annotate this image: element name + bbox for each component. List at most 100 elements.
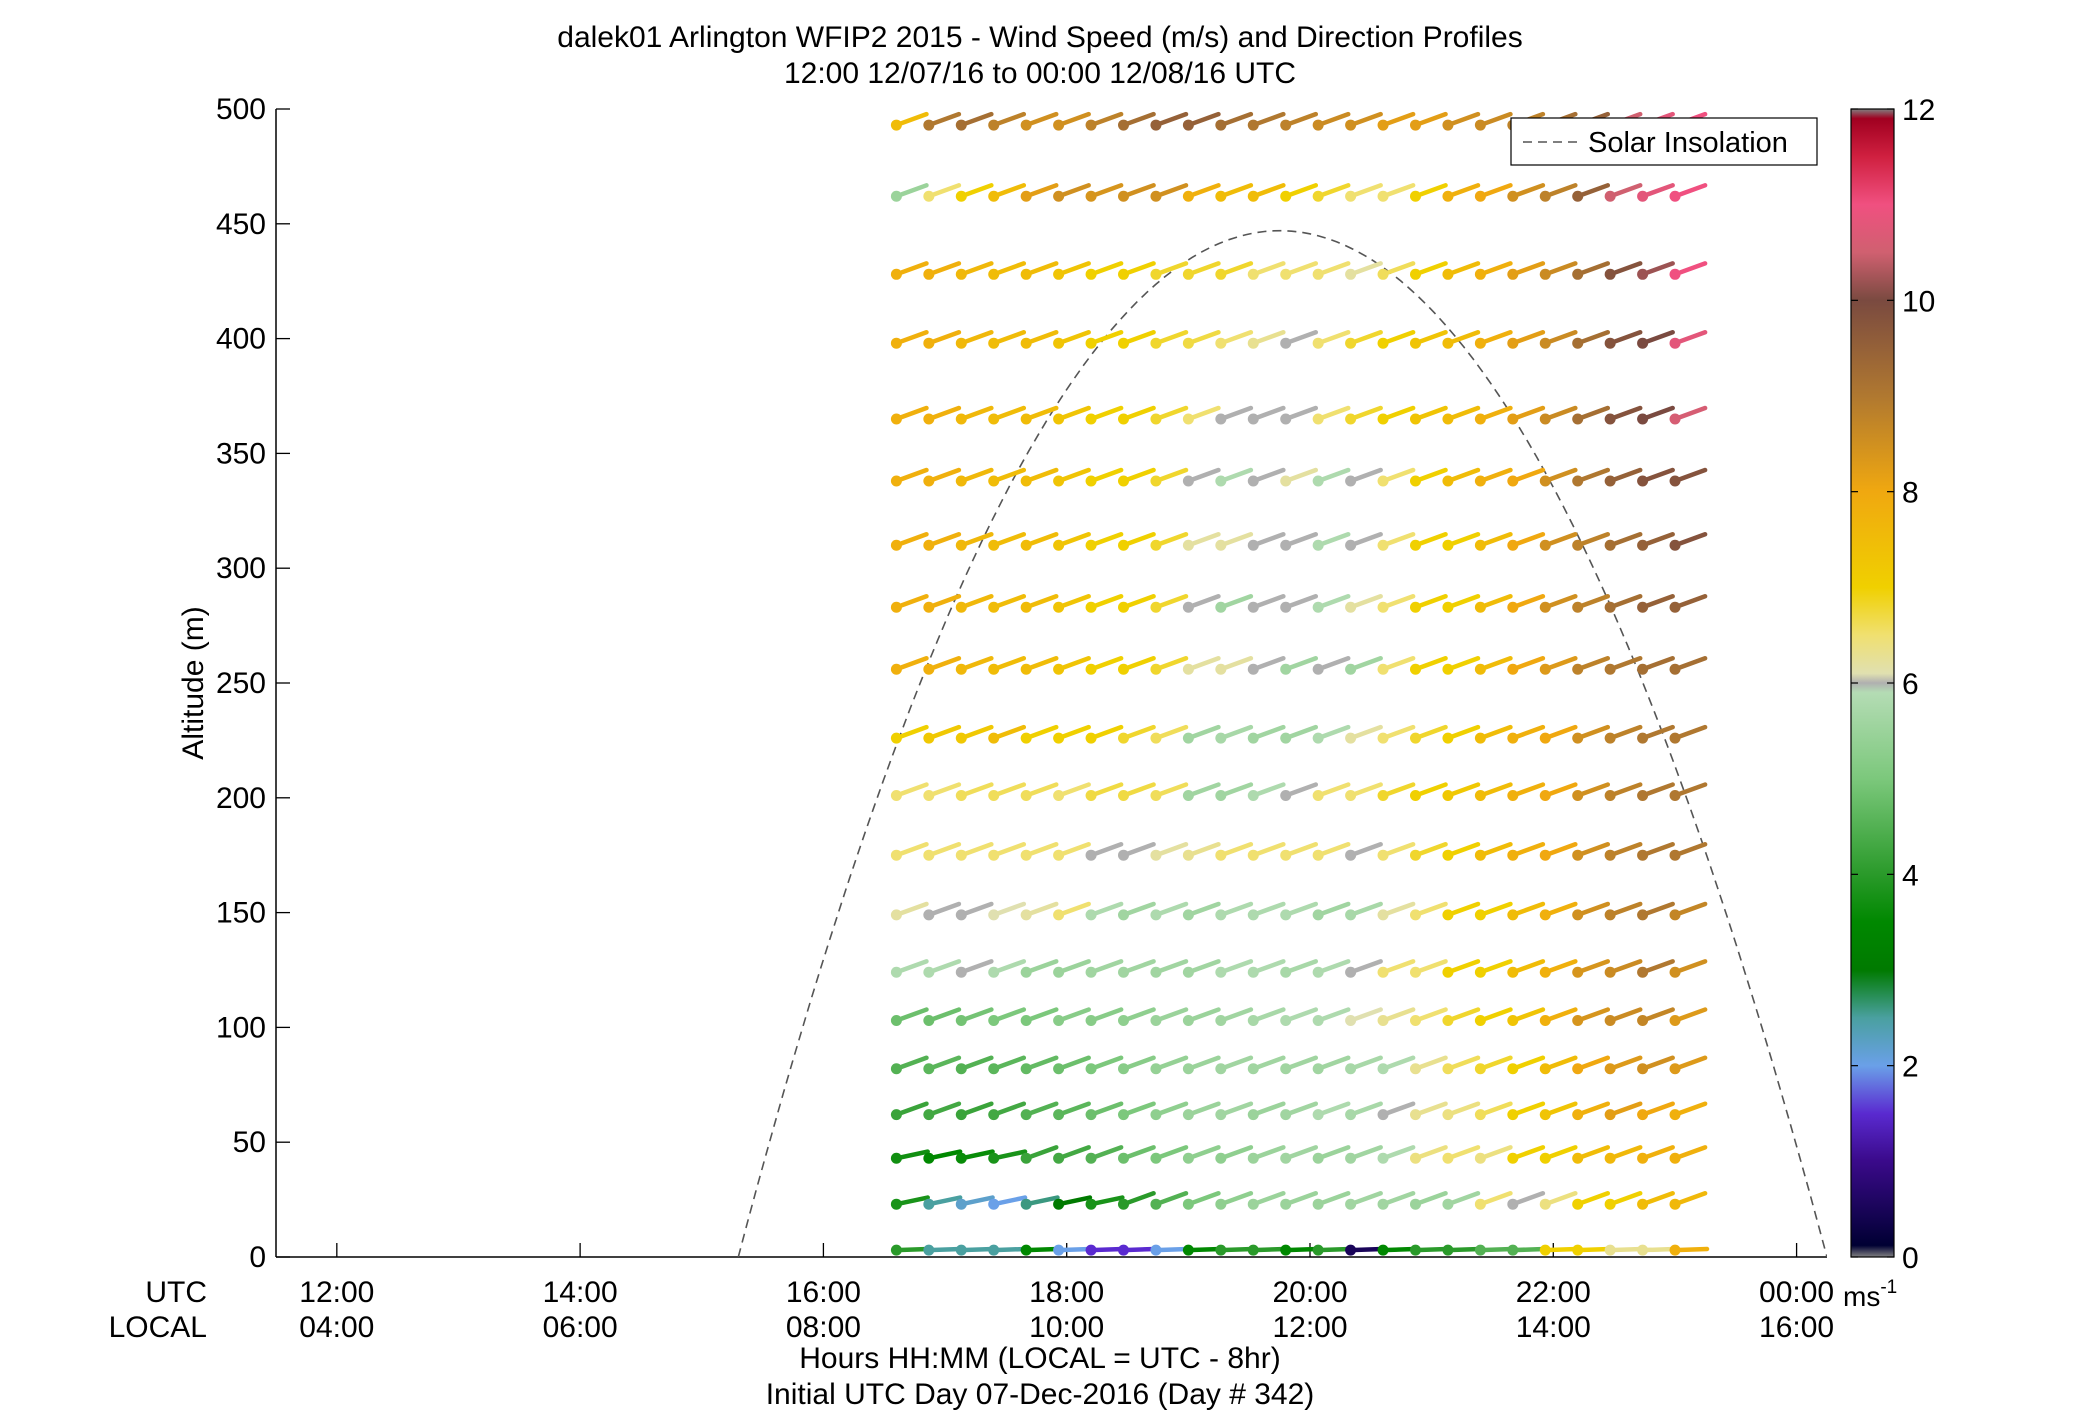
barb-point [1085,966,1097,978]
wind-barb [1280,1190,1319,1210]
barb-point [1409,1109,1421,1121]
y-tick-label: 500 [216,93,266,126]
barb-point [1507,337,1519,349]
barb-point [1053,1152,1065,1164]
wind-barb [1572,842,1611,861]
barb-point [1637,268,1649,280]
y-tick-label: 300 [216,552,266,585]
wind-barb [1118,1101,1156,1121]
wind-barb [1150,656,1189,675]
wind-barb [1669,594,1708,613]
barb-point [890,732,902,744]
barb-point [1150,268,1162,280]
barb-point [1442,1109,1454,1121]
y-axis: 0 50 100 150 200 250 300 350 400 450 500 [216,93,290,1274]
barb-point [1312,1198,1324,1210]
wind-barb [1409,901,1448,921]
wind-barb [923,724,962,744]
barb-point [1604,732,1616,744]
barb-point [1085,268,1097,280]
barb-point [890,1015,902,1027]
barb-point [955,1244,967,1256]
wind-barb [1247,1007,1286,1027]
plot-area [275,109,1827,1258]
wind-barb [1474,594,1513,613]
colorbar-fill [1850,108,1895,1258]
wind-barb [923,656,962,675]
wind-barb [1669,1101,1708,1121]
wind-barb [1539,724,1578,744]
barb-point [1053,1198,1065,1210]
wind-barb [1572,1101,1611,1121]
wind-barb [1604,901,1643,921]
wind-barb [1507,532,1546,551]
barb-point [955,849,967,861]
wind-barb [1020,405,1059,425]
barb-point [1118,413,1130,425]
barb-point [1215,475,1227,487]
barb-point [955,909,967,921]
barb-point [1085,190,1097,202]
barb-point [1604,1198,1616,1210]
barb-point [923,268,935,280]
wind-barb [1345,782,1383,802]
wind-barb [890,467,929,487]
barb-point [1604,1063,1616,1075]
wind-barb [1345,183,1383,202]
barb-point [1572,337,1584,349]
wind-barb [1150,467,1189,487]
barb-point [1474,966,1486,978]
x-tick-label-utc: 20:00 [1272,1276,1347,1309]
barb-point [1182,337,1194,349]
barb-point [1507,790,1519,802]
barb-point [1409,190,1421,202]
barb-point [1442,475,1454,487]
barb-point [955,732,967,744]
barb-point [1312,539,1324,551]
barb-point [1020,663,1032,675]
wind-barb [1572,467,1611,487]
barb-point [1150,119,1162,131]
barb-point [1539,849,1551,861]
wind-barb [1312,405,1351,425]
barb-point [1182,1109,1194,1121]
barb-point [1118,1244,1130,1256]
barb-point [1539,1015,1551,1027]
wind-barb [1247,405,1286,425]
colorbar-tick-label: 6 [1902,668,1919,701]
barb-point [1280,909,1292,921]
barb-point [1247,663,1259,675]
barb-point [1247,1063,1259,1075]
wind-barb [1215,1190,1254,1210]
wind-barb [1118,1190,1156,1210]
barb-point [1474,1109,1486,1121]
barb-point [1474,119,1486,131]
barb-point [1377,732,1389,744]
barb-point [1637,732,1649,744]
barb-point [988,790,1000,802]
barb-point [1312,732,1324,744]
colorbar-unit: ms-1 [1843,1277,1897,1312]
barb-point [1409,966,1421,978]
wind-barb [1085,959,1124,978]
wind-barb [1442,1007,1481,1027]
wind-barb [955,782,994,802]
wind-barb [1053,901,1091,921]
barb-point [1182,475,1194,487]
barb-point [988,1244,1000,1256]
wind-barb [1604,1190,1643,1210]
wind-barb [890,1244,931,1256]
wind-barb [955,111,994,131]
barb-point [1150,732,1162,744]
x-tick-label-local: 16:00 [1759,1311,1834,1344]
wind-barb [1182,594,1221,613]
wind-barb [1280,656,1319,675]
wind-barb [1442,959,1481,978]
wind-barb [1604,405,1643,425]
barb-point [1409,1244,1421,1256]
wind-barb [1182,111,1221,131]
barb-point [890,663,902,675]
barb-point [1442,268,1454,280]
wind-barb [1182,901,1221,921]
wind-barb [1085,782,1124,802]
